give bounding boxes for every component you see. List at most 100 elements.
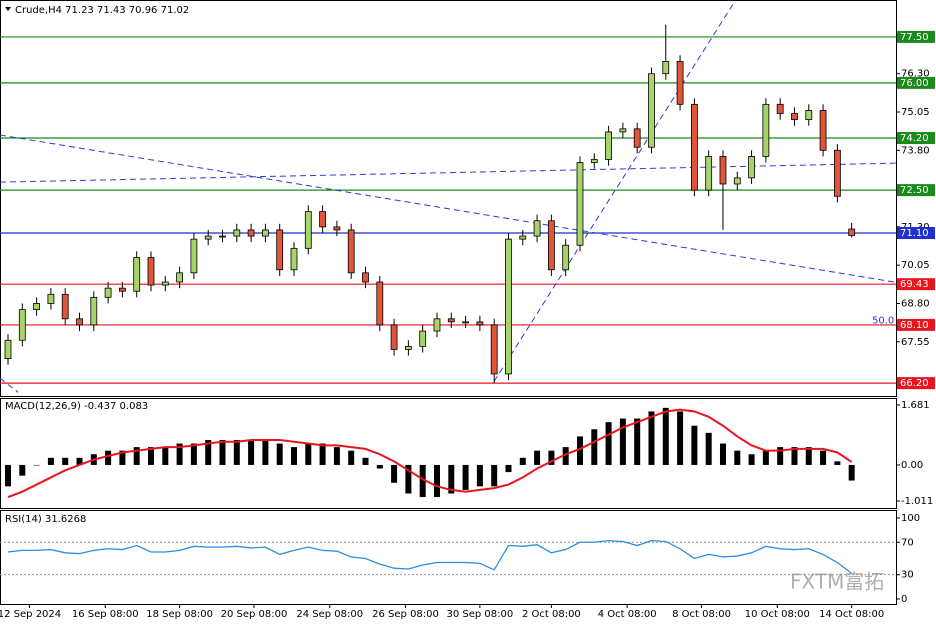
macd-bar	[462, 464, 469, 490]
macd-bar	[362, 457, 369, 465]
candle-body	[819, 110, 827, 151]
candle-body	[690, 103, 698, 191]
macd-bar	[848, 464, 855, 481]
candle-body	[18, 309, 26, 341]
x-tick-label: 16 Sep 08:00	[72, 609, 139, 620]
y-tick-label: 30	[901, 570, 914, 581]
macd-bar	[305, 443, 312, 465]
candle-body	[261, 229, 269, 237]
candle-body	[204, 235, 212, 240]
candle-body	[633, 128, 641, 148]
macd-bar	[534, 450, 541, 465]
macd-bar	[376, 464, 383, 469]
macd-title: MACD(12,26,9) -0.437 0.083	[5, 401, 148, 412]
symbol-menu-arrow[interactable]	[5, 7, 11, 11]
x-tick-label: 2 Oct 08:00	[522, 609, 581, 620]
level-label-box	[897, 30, 935, 43]
macd-bar	[791, 447, 798, 465]
macd-bar	[448, 464, 455, 494]
level-label: 66.20	[900, 378, 929, 389]
candle-body	[76, 318, 83, 326]
macd-bar	[233, 439, 240, 465]
candle-body	[419, 330, 427, 347]
candle-body	[833, 149, 841, 197]
x-tick-label: 26 Sep 08:00	[372, 609, 439, 620]
macd-bar	[276, 443, 283, 465]
level-label: 74.20	[900, 133, 929, 144]
candle-body	[619, 128, 627, 133]
candle-body	[276, 229, 284, 271]
y-tick-label: 0	[901, 594, 907, 605]
macd-bar	[76, 457, 83, 465]
macd-bar	[820, 450, 827, 465]
x-tick-label: 12 Sep 2024	[0, 609, 61, 620]
y-tick-label: 70.05	[901, 260, 930, 271]
macd-bar	[219, 439, 226, 465]
x-tick-label: 18 Sep 08:00	[146, 609, 213, 620]
macd-bar	[705, 432, 712, 465]
level-label-box	[897, 184, 935, 197]
macd-bar	[205, 439, 212, 465]
y-tick-label: 0.00	[901, 460, 923, 471]
macd-bar	[619, 418, 626, 465]
trend-line	[0, 162, 897, 183]
x-tick-label: 30 Sep 08:00	[447, 609, 514, 620]
macd-bar	[162, 447, 169, 465]
y-tick-label: 67.55	[901, 337, 930, 348]
candle-body	[762, 103, 770, 157]
macd-bar	[62, 457, 69, 465]
candle-body	[505, 238, 512, 375]
candle-body	[733, 177, 741, 185]
level-label: 72.50	[900, 185, 929, 196]
candle-body	[304, 211, 312, 249]
x-tick-label: 10 Oct 08:00	[745, 609, 810, 620]
macd-bar	[748, 454, 755, 465]
macd-bar	[805, 447, 812, 465]
macd-bar	[391, 464, 398, 483]
macd-signal	[7, 408, 853, 498]
candle-body	[190, 238, 198, 274]
candle-body	[347, 229, 355, 274]
macd-bar	[176, 443, 183, 465]
x-tick-label: 4 Oct 08:00	[598, 609, 657, 620]
candle-body	[233, 229, 241, 237]
y-tick-label: 100	[901, 513, 920, 524]
level-label-box	[897, 76, 935, 89]
candle-body	[119, 287, 126, 292]
candle-body	[648, 73, 655, 148]
x-tick-label: 20 Sep 08:00	[221, 609, 288, 620]
candle-body	[133, 257, 141, 292]
candle-body	[376, 281, 384, 326]
macd-bar	[47, 457, 54, 465]
candle-body	[605, 131, 612, 160]
rsi-line	[7, 539, 853, 574]
macd-bar	[476, 464, 483, 487]
candle-body	[547, 220, 555, 271]
x-tick-label: 24 Sep 08:00	[296, 609, 363, 620]
macd-bar	[348, 450, 355, 465]
y-tick-label: 68.80	[901, 298, 930, 309]
candle-body	[247, 229, 255, 237]
trend-line	[0, 377, 19, 393]
macd-bar	[762, 450, 769, 465]
candle-body	[319, 211, 326, 228]
level-label: 71.10	[900, 228, 929, 239]
macd-bar	[333, 447, 340, 465]
macd-bar	[719, 443, 726, 465]
macd-bar	[290, 447, 297, 465]
y-tick-label: 73.80	[901, 145, 930, 156]
candle-body	[333, 226, 341, 231]
y-tick-label: 1.681	[901, 400, 930, 411]
candle-body	[47, 293, 55, 304]
macd-bar	[491, 464, 498, 487]
macd-panel-frame	[0, 398, 897, 509]
candle-body	[662, 61, 670, 75]
macd-bar	[777, 447, 784, 465]
macd-bar	[133, 447, 140, 465]
y-tick-label: -1.011	[901, 496, 933, 507]
candle-body	[533, 220, 541, 237]
rsi-panel-frame	[0, 510, 897, 605]
macd-bar	[319, 443, 326, 465]
candle-body	[576, 162, 584, 246]
